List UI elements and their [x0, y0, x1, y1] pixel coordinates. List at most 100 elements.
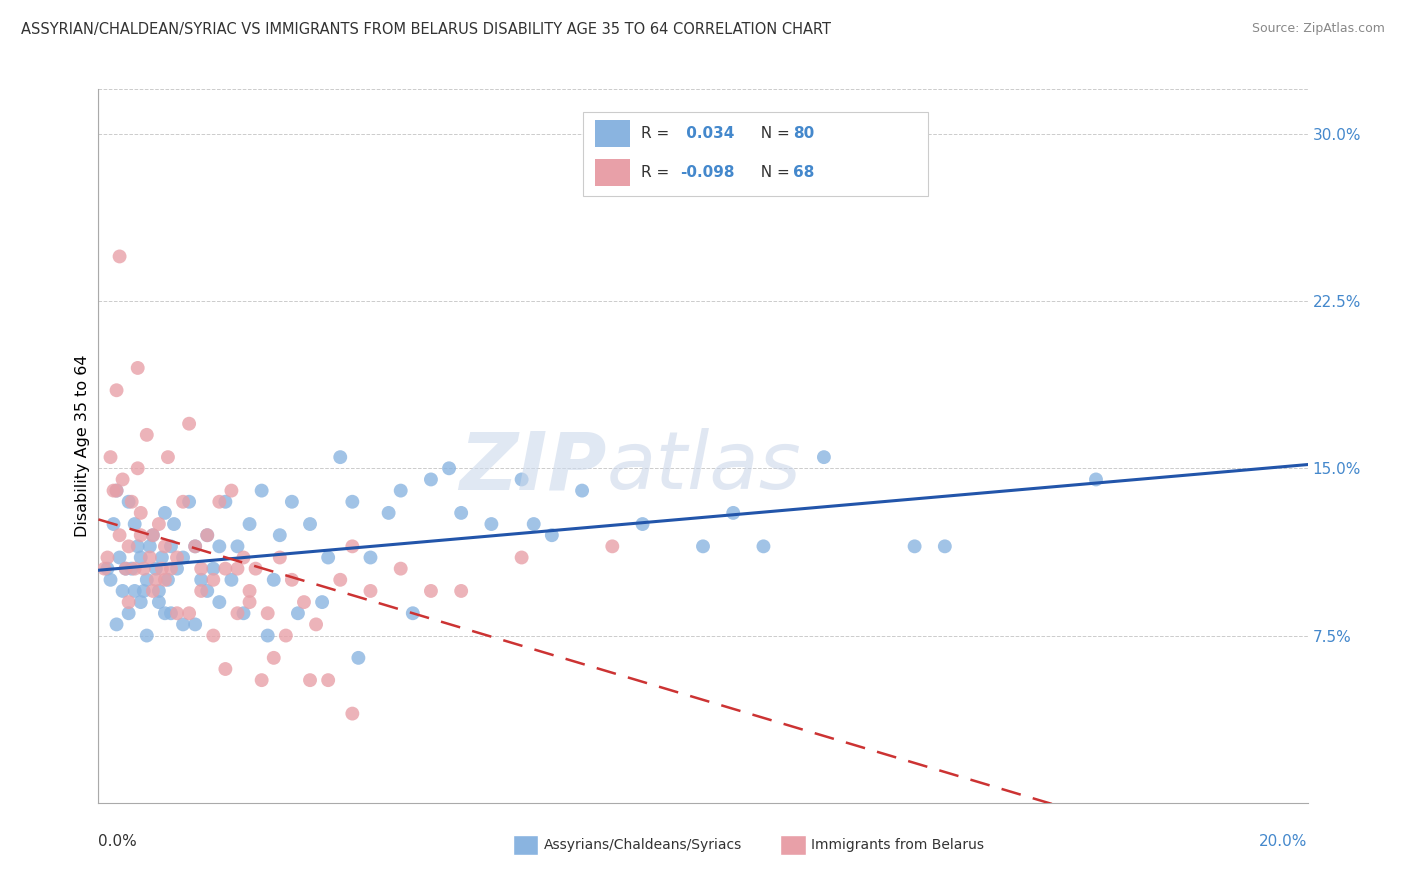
Point [100, 450, 122, 464]
Point [184, 617, 207, 632]
Point [263, 651, 285, 665]
Point [118, 494, 141, 508]
Point [124, 562, 146, 576]
Point [172, 617, 194, 632]
Point [540, 528, 562, 542]
Point [226, 562, 249, 576]
Point [96, 550, 118, 565]
Point [195, 583, 218, 598]
Point [127, 461, 149, 475]
Point [111, 583, 134, 598]
Point [160, 539, 183, 553]
Text: ZIP: ZIP [458, 428, 606, 507]
Point [160, 562, 183, 576]
Point [129, 528, 152, 542]
Text: 80: 80 [793, 126, 814, 141]
Point [129, 595, 152, 609]
Point [316, 673, 339, 687]
Point [226, 607, 249, 621]
Point [631, 516, 654, 531]
Point [163, 516, 186, 531]
Point [602, 539, 624, 553]
Point [172, 494, 194, 508]
Point [142, 528, 165, 542]
Point [166, 550, 188, 565]
Point [305, 617, 328, 632]
Point [389, 483, 412, 498]
Point [103, 516, 125, 531]
Point [329, 573, 352, 587]
Point [142, 583, 165, 598]
Point [156, 573, 179, 587]
Point [214, 562, 236, 576]
Point [179, 607, 201, 621]
Point [118, 539, 141, 553]
Point [269, 528, 291, 542]
Point [93, 562, 115, 576]
Point [129, 550, 152, 565]
Point [342, 539, 364, 553]
Point [153, 573, 176, 587]
Point [166, 562, 188, 576]
Point [103, 483, 125, 498]
Point [118, 595, 141, 609]
Point [437, 461, 460, 475]
Point [316, 550, 339, 565]
Point [202, 562, 225, 576]
Point [226, 539, 249, 553]
Point [692, 539, 714, 553]
Point [360, 550, 382, 565]
Point [156, 450, 179, 464]
Point [523, 516, 546, 531]
Point [145, 562, 167, 576]
Point [221, 573, 243, 587]
Point [135, 427, 157, 442]
Point [121, 562, 143, 576]
Point [934, 539, 956, 553]
Point [139, 550, 162, 565]
Point [402, 607, 425, 621]
Point [127, 539, 149, 553]
Point [105, 483, 128, 498]
Point [132, 583, 155, 598]
Text: R =: R = [641, 126, 675, 141]
Point [232, 550, 254, 565]
Point [132, 562, 155, 576]
Y-axis label: Disability Age 35 to 64: Disability Age 35 to 64 [75, 355, 90, 537]
Point [172, 550, 194, 565]
Point [195, 528, 218, 542]
Point [153, 539, 176, 553]
Point [111, 472, 134, 486]
Point [420, 583, 443, 598]
Point [145, 573, 167, 587]
Point [752, 539, 775, 553]
Point [342, 706, 364, 721]
Point [153, 607, 176, 621]
Text: 0.0%: 0.0% [98, 834, 138, 848]
Point [377, 506, 399, 520]
Point [232, 607, 254, 621]
Point [121, 494, 143, 508]
Point [813, 450, 835, 464]
Point [184, 539, 207, 553]
Point [148, 516, 170, 531]
Point [142, 528, 165, 542]
Point [139, 539, 162, 553]
Point [179, 417, 201, 431]
Point [124, 583, 146, 598]
Point [1085, 472, 1108, 486]
Point [153, 506, 176, 520]
Point [184, 539, 207, 553]
Point [135, 628, 157, 642]
Point [114, 562, 136, 576]
Point [100, 573, 122, 587]
Point [105, 384, 128, 398]
Point [287, 607, 309, 621]
Point [342, 494, 364, 508]
Point [239, 516, 262, 531]
Point [114, 562, 136, 576]
Point [245, 562, 267, 576]
Text: -0.098: -0.098 [681, 165, 735, 180]
Point [108, 249, 131, 264]
Text: 0.034: 0.034 [681, 126, 734, 141]
